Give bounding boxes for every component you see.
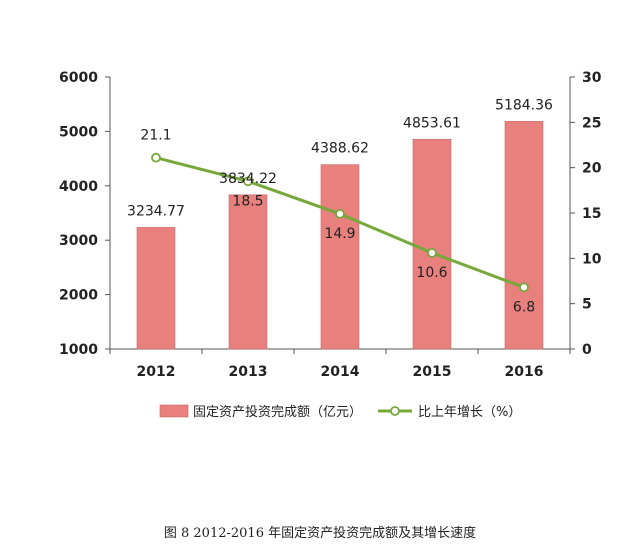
x-tick-label: 2015 [413,364,452,380]
growth-value-label: 6.8 [513,299,535,315]
left-tick-label: 3000 [59,233,98,249]
left-tick-label: 4000 [59,179,98,195]
x-tick-label: 2013 [229,364,268,380]
right-tick-label: 30 [582,70,602,86]
growth-point-2014 [335,209,345,219]
left-tick-label: 1000 [59,342,98,358]
bar-2015 [412,139,452,350]
legend-line-marker [390,406,400,416]
figure-caption: 图 8 2012-2016 年固定资产投资完成额及其增长速度 [163,526,477,541]
growth-point-2015 [427,247,437,258]
growth-value-label: 18.5 [232,193,263,209]
bar-series [136,121,544,350]
growth-point-2013 [243,176,253,187]
right-tick-label: 10 [582,251,602,267]
bar-value-label: 4853.61 [403,115,461,131]
legend: 固定资产投资完成额（亿元） 比上年增长（%） [159,404,521,420]
bar-value-label: 5184.36 [495,97,553,113]
growth-point-2016 [519,282,529,293]
legend-bar-label: 固定资产投资完成额（亿元） [193,404,362,420]
bar-2012 [136,227,176,350]
bar-2016 [504,121,544,350]
chart-axes: 1000 2000 3000 4000 5000 6000 0 5 10 15 20 25 30 2012… [59,70,602,380]
right-tick-label: 15 [582,206,601,222]
right-tick-label: 5 [582,297,592,313]
bar-value-label: 3234.77 [127,203,185,219]
x-tick-label: 2012 [137,364,176,380]
data-labels: 3234.77 3834.22 4388.62 4853.61 5184.36 21.1 1… [127,97,553,315]
right-tick-label: 20 [582,161,602,177]
growth-value-label: 14.9 [324,226,355,242]
left-tick-label: 2000 [59,288,98,304]
growth-point-2012 [151,152,161,163]
growth-value-label: 10.6 [416,265,447,281]
legend-bar-swatch [159,404,189,418]
bar-value-label: 4388.62 [311,141,369,157]
left-tick-label: 5000 [59,124,98,140]
right-tick-label: 0 [582,342,592,358]
x-tick-label: 2016 [505,364,544,380]
bar-2014 [320,164,360,350]
line-series [151,152,529,293]
x-tick-label: 2014 [321,364,360,380]
right-tick-label: 25 [582,115,601,131]
growth-value-label: 21.1 [140,128,171,144]
left-tick-label: 6000 [59,70,98,86]
legend-line-label: 比上年增长（%） [418,405,521,420]
bar-value-label: 3834.22 [219,171,277,187]
bar-2013 [228,194,268,350]
